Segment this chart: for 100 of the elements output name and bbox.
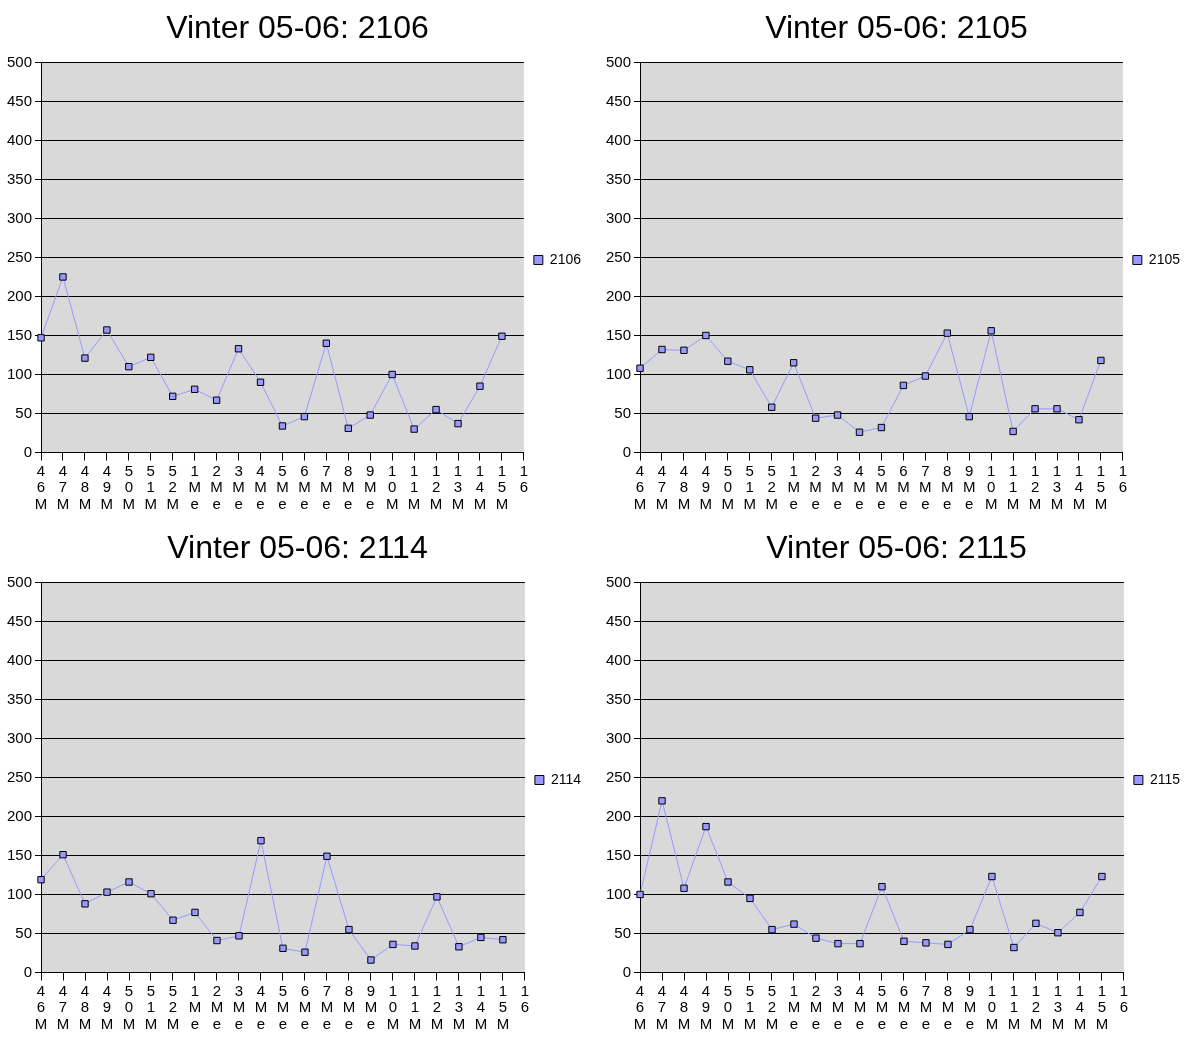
point: [1054, 929, 1062, 937]
x-tick-label: 13M: [1050, 461, 1064, 512]
x-tick-label: 16: [1118, 461, 1128, 496]
x-tick-label: 4Me: [254, 461, 267, 512]
x-tick-label: 3Me: [831, 981, 845, 1032]
x-tick-label: 50M: [122, 461, 136, 512]
point: [212, 396, 221, 404]
x-tick-label: 2Me: [809, 461, 822, 512]
point: [922, 939, 930, 947]
point: [366, 411, 374, 419]
y-tick-label: 450: [606, 91, 632, 109]
point: [344, 424, 352, 432]
chart-title: Vinter 05-06: 2105: [765, 9, 1028, 46]
point: [878, 883, 886, 891]
point: [301, 948, 309, 956]
x-tick-label: 49M: [100, 461, 114, 512]
point: [855, 428, 864, 436]
x-tick-label: 11M: [407, 461, 421, 512]
x-tick-label: 12M: [430, 981, 444, 1032]
point: [702, 331, 710, 340]
x-tick-label: 14M: [1072, 461, 1086, 512]
y-tick-label: 100: [606, 364, 632, 382]
x-tick-label: 51M: [144, 461, 158, 512]
point: [169, 916, 177, 924]
y-tick-label: 200: [7, 286, 33, 304]
x-tick-label: 51M: [743, 461, 757, 512]
x-tick-label: 8Me: [941, 461, 954, 512]
point: [432, 405, 440, 414]
x-tick-label: 4Me: [853, 461, 866, 512]
x-tick-label: 47M: [655, 981, 669, 1032]
y-tick-label: 400: [7, 650, 33, 668]
point: [680, 346, 688, 354]
x-tick-label: 46M: [633, 981, 647, 1032]
y-tick-label: 500: [7, 572, 33, 590]
chart-title: Vinter 05-06: 2106: [166, 9, 429, 46]
x-tick-label: 49M: [699, 461, 713, 512]
point: [169, 392, 177, 401]
point: [257, 836, 265, 845]
point: [477, 933, 485, 942]
legend-label: 2115: [1149, 770, 1181, 787]
point: [498, 332, 506, 340]
x-tick-label: 7Me: [320, 981, 334, 1032]
point: [746, 366, 754, 374]
x-tick-label: 15M: [496, 981, 510, 1032]
y-tick-label: 300: [7, 728, 33, 746]
x-tick-label: 16: [520, 981, 530, 1016]
point: [411, 942, 419, 950]
y-tick-label: 250: [606, 767, 632, 785]
x-tick-label: 52M: [166, 461, 179, 512]
x-tick-label: 51M: [743, 981, 757, 1032]
point: [1009, 427, 1017, 436]
x-tick-label: 12M: [429, 461, 443, 512]
y-tick-label: 350: [606, 689, 632, 707]
x-tick-label: 10M: [385, 461, 399, 512]
x-tick-label: 9Me: [962, 461, 976, 512]
point: [966, 925, 974, 934]
point: [768, 925, 776, 934]
point: [147, 353, 155, 361]
x-tick-label: 48M: [677, 981, 691, 1032]
y-tick-label: 450: [7, 611, 33, 629]
y-tick-label: 0: [23, 442, 33, 460]
point: [811, 414, 820, 422]
x-tick-label: 15M: [1095, 981, 1109, 1032]
point: [147, 890, 155, 898]
y-tick-label: 450: [606, 611, 632, 629]
x-tick-label: 49M: [100, 981, 114, 1032]
x-tick-label: 6Me: [897, 461, 910, 512]
point: [345, 925, 353, 934]
y-tick-label: 200: [7, 806, 33, 824]
point: [37, 875, 45, 884]
point: [1097, 356, 1105, 365]
point: [190, 385, 199, 393]
point: [658, 797, 666, 805]
y-tick-label: 0: [23, 962, 33, 980]
x-tick-label: 51M: [144, 981, 158, 1032]
x-tick-label: 3Me: [232, 461, 245, 512]
y-tick-label: 300: [7, 208, 33, 226]
x-tick-label: 50M: [721, 981, 735, 1032]
point: [658, 345, 666, 354]
y-tick-label: 50: [614, 923, 632, 941]
x-tick-label: 49M: [699, 981, 713, 1032]
x-tick-label: 7Me: [320, 461, 333, 512]
point: [410, 425, 418, 433]
x-tick-label: 16: [519, 461, 529, 496]
y-tick-label: 200: [606, 806, 632, 824]
point: [81, 354, 89, 362]
x-tick-label: 46M: [34, 461, 48, 512]
y-tick-label: 50: [15, 403, 33, 421]
x-tick-label: 14M: [1073, 981, 1087, 1032]
point: [987, 327, 995, 335]
point: [433, 893, 441, 901]
x-tick-label: 50M: [122, 981, 136, 1032]
legend-label: 2105: [1148, 250, 1181, 267]
x-tick-label: 13M: [451, 461, 465, 512]
point: [900, 937, 908, 945]
point: [59, 273, 67, 281]
point: [476, 382, 484, 390]
x-tick-label: 47M: [655, 461, 669, 512]
point: [256, 378, 265, 386]
point: [680, 884, 688, 892]
